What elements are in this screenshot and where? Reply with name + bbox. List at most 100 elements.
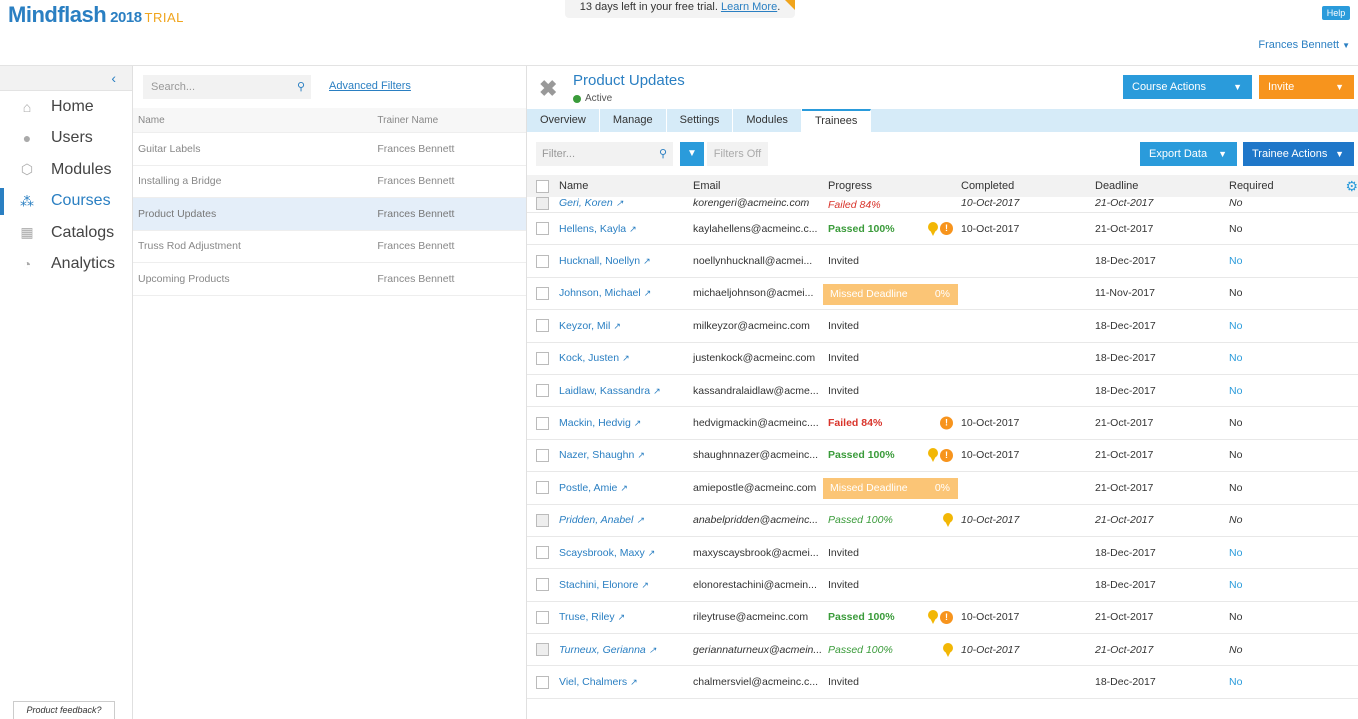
column-header-trainer[interactable]: Trainer Name xyxy=(377,114,439,126)
table-row[interactable]: Keyzor, Mil ↗ milkeyzor@acmeinc.com Invited… xyxy=(527,310,1358,343)
product-feedback-button[interactable]: Product feedback? xyxy=(13,701,115,719)
user-menu[interactable]: Frances Bennett ▼ xyxy=(1258,39,1350,51)
table-row[interactable]: Johnson, Michael ↗ michaeljohnson@acmei...… xyxy=(527,278,1358,311)
row-checkbox[interactable] xyxy=(535,513,549,527)
column-header-email[interactable]: Email xyxy=(693,180,721,192)
nav-item-users[interactable]: ● Users xyxy=(0,123,132,155)
trainee-name-cell[interactable]: Hucknall, Noellyn ↗ xyxy=(557,255,691,267)
trainee-name-cell[interactable]: Johnson, Michael ↗ xyxy=(557,287,691,299)
row-checkbox[interactable] xyxy=(535,351,549,365)
trainee-name-cell[interactable]: Stachini, Elonore ↗ xyxy=(557,579,691,591)
course-actions-button[interactable]: Course Actions ▼ xyxy=(1123,75,1252,99)
external-link-icon[interactable]: ↗ xyxy=(633,418,642,429)
nav-item-analytics[interactable]: ◔ Analytics xyxy=(0,249,132,281)
external-link-icon[interactable]: ↗ xyxy=(617,612,626,623)
column-header-name[interactable]: Name xyxy=(138,114,165,126)
course-row[interactable]: Upcoming Products Frances Bennett xyxy=(133,263,526,296)
table-row[interactable]: Turneux, Gerianna ↗ geriannaturneux@acmein… xyxy=(527,634,1358,667)
table-row[interactable]: Pridden, Anabel ↗ anabelpridden@acmeinc...… xyxy=(527,505,1358,537)
trainee-name-cell[interactable]: Scaysbrook, Maxy ↗ xyxy=(557,547,691,559)
external-link-icon[interactable]: ↗ xyxy=(636,515,644,526)
trainee-name-link[interactable]: Hucknall, Noellyn xyxy=(559,255,641,268)
table-row[interactable]: Postle, Amie ↗ amiepostle@acmeinc.com Misse… xyxy=(527,472,1358,505)
warning-icon[interactable]: ! xyxy=(940,448,953,462)
course-row[interactable]: Installing a Bridge Frances Bennett xyxy=(133,166,526,198)
course-row[interactable]: Product Updates Frances Bennett xyxy=(133,198,526,231)
trainee-name-link[interactable]: Kock, Justen xyxy=(559,352,620,365)
row-checkbox[interactable] xyxy=(535,416,549,430)
table-row[interactable]: Scaysbrook, Maxy ↗ maxyscaysbrook@acmei...… xyxy=(527,537,1358,570)
trainee-name-link[interactable]: Turneux, Gerianna xyxy=(559,643,646,656)
trainee-name-link[interactable]: Mackin, Hedvig xyxy=(559,417,631,430)
trainee-name-cell[interactable]: Kock, Justen ↗ xyxy=(557,352,691,364)
external-link-icon[interactable]: ↗ xyxy=(630,677,638,688)
external-link-icon[interactable]: ↗ xyxy=(622,353,630,364)
external-link-icon[interactable]: ↗ xyxy=(613,320,621,331)
trainee-name-cell[interactable]: Laidlaw, Kassandra ↗ xyxy=(557,385,691,397)
trainee-name-cell[interactable]: Postle, Amie ↗ xyxy=(557,482,691,494)
tab-overview[interactable]: Overview xyxy=(527,109,600,132)
export-data-button[interactable]: Export Data ▼ xyxy=(1140,142,1237,166)
trainee-name-link[interactable]: Hellens, Kayla xyxy=(559,222,627,235)
external-link-icon[interactable]: ↗ xyxy=(648,644,657,655)
table-row[interactable]: Geri, Koren ↗ korengeri@acmeinc.com Failed … xyxy=(527,197,1358,213)
external-link-icon[interactable]: ↗ xyxy=(653,385,661,396)
external-link-icon[interactable]: ↗ xyxy=(620,482,628,493)
table-row[interactable]: Stachini, Elonore ↗ elonorestachini@acmein… xyxy=(527,569,1358,602)
column-header-deadline[interactable]: Deadline xyxy=(1095,180,1139,192)
row-checkbox[interactable] xyxy=(535,643,549,657)
row-checkbox[interactable] xyxy=(535,448,549,462)
row-checkbox[interactable] xyxy=(535,222,549,236)
chevron-left-icon[interactable]: ‹ xyxy=(111,70,116,86)
row-checkbox[interactable] xyxy=(535,610,549,624)
trainee-name-link[interactable]: Pridden, Anabel xyxy=(559,514,634,527)
trainee-name-link[interactable]: Viel, Chalmers xyxy=(559,676,628,689)
column-header-required[interactable]: Required xyxy=(1229,180,1274,192)
external-link-icon[interactable]: ↗ xyxy=(637,450,645,461)
tab-trainees[interactable]: Trainees xyxy=(801,109,872,132)
table-row[interactable]: Truse, Riley ↗ rileytruse@acmeinc.com Passe… xyxy=(527,602,1358,635)
trainee-name-link[interactable]: Scaysbrook, Maxy xyxy=(559,546,645,559)
trainee-name-link[interactable]: Nazer, Shaughn xyxy=(559,449,635,462)
trainee-name-link[interactable]: Postle, Amie xyxy=(559,481,618,494)
row-checkbox[interactable] xyxy=(535,286,549,300)
nav-item-catalogs[interactable]: ▦ Catalogs xyxy=(0,217,132,249)
trainee-name-cell[interactable]: Truse, Riley ↗ xyxy=(557,611,691,623)
row-checkbox[interactable] xyxy=(535,384,549,398)
gear-icon[interactable]: ⚙ xyxy=(1345,178,1358,194)
invite-button[interactable]: Invite ▼ xyxy=(1259,75,1354,99)
tab-settings[interactable]: Settings xyxy=(667,109,734,132)
course-row[interactable]: Truss Rod Adjustment Frances Bennett xyxy=(133,231,526,263)
row-checkbox[interactable] xyxy=(535,197,549,210)
row-checkbox[interactable] xyxy=(535,546,549,560)
app-logo[interactable]: Mindflash 2018 TRIAL xyxy=(8,2,184,28)
trainee-filter-input[interactable]: Filter... ⚲ xyxy=(536,142,673,166)
trainee-name-cell[interactable]: Turneux, Gerianna ↗ xyxy=(557,644,691,656)
nav-item-modules[interactable]: ⬡ Modules xyxy=(0,154,132,186)
course-search-input[interactable]: Search... ⚲ xyxy=(143,75,311,99)
help-button[interactable]: Help xyxy=(1322,6,1350,20)
trainee-name-cell[interactable]: Geri, Koren ↗ xyxy=(557,197,691,209)
course-row[interactable]: Guitar Labels Frances Bennett xyxy=(133,133,526,166)
external-link-icon[interactable]: ↗ xyxy=(643,256,651,267)
warning-icon[interactable]: ! xyxy=(940,222,953,236)
external-link-icon[interactable]: ↗ xyxy=(615,198,624,208)
external-link-icon[interactable]: ↗ xyxy=(641,579,649,590)
row-checkbox[interactable] xyxy=(535,319,549,333)
trainee-name-link[interactable]: Laidlaw, Kassandra xyxy=(559,384,651,397)
trainee-name-cell[interactable]: Mackin, Hedvig ↗ xyxy=(557,417,691,429)
table-row[interactable]: Mackin, Hedvig ↗ hedvigmackin@acmeinc.... F… xyxy=(527,407,1358,440)
select-all-checkbox[interactable] xyxy=(535,179,549,193)
learn-more-link[interactable]: Learn More xyxy=(720,1,778,13)
column-header-name[interactable]: Name xyxy=(559,180,589,192)
warning-icon[interactable]: ! xyxy=(940,416,953,430)
external-link-icon[interactable]: ↗ xyxy=(643,288,652,299)
row-checkbox[interactable] xyxy=(535,578,549,592)
table-row[interactable]: Viel, Chalmers ↗ chalmersviel@acmeinc.c...… xyxy=(527,666,1358,699)
row-checkbox[interactable] xyxy=(535,675,549,689)
nav-item-courses[interactable]: ⁂ Courses xyxy=(0,186,132,218)
tab-manage[interactable]: Manage xyxy=(600,109,667,132)
tab-modules[interactable]: Modules xyxy=(733,109,802,132)
trainee-name-link[interactable]: Stachini, Elonore xyxy=(559,578,639,591)
table-row[interactable]: Kock, Justen ↗ justenkock@acmeinc.com Invit… xyxy=(527,343,1358,375)
